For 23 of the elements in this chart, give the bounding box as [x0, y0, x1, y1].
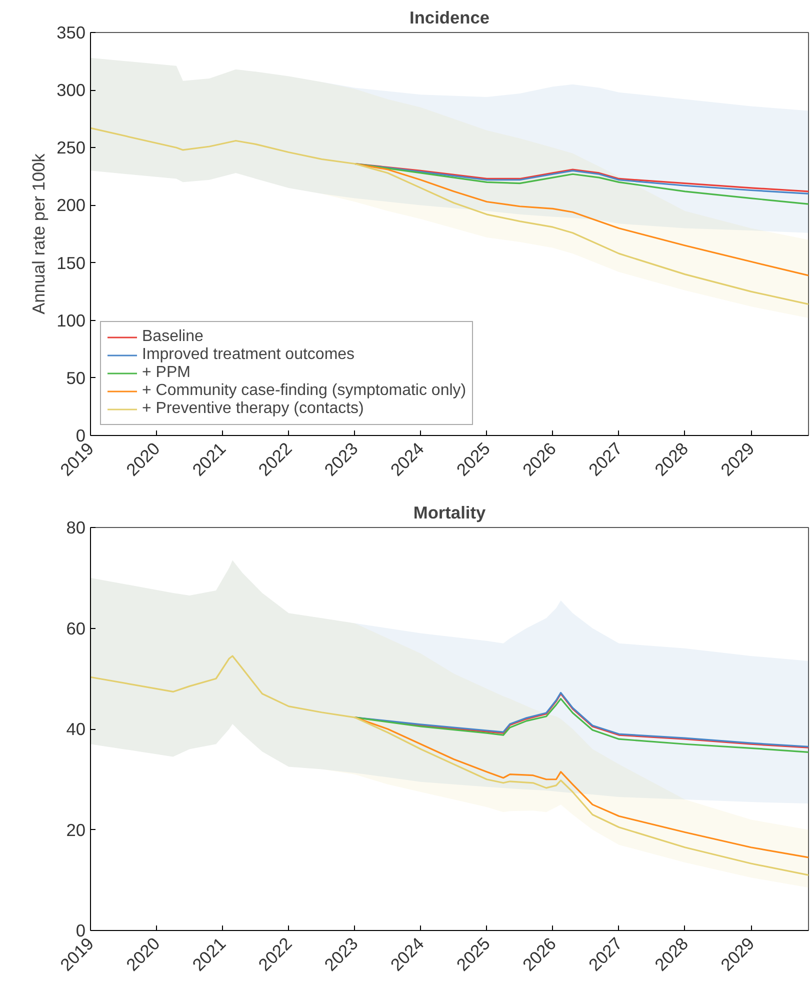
y-axis-title: Annual rate per 100k — [28, 153, 49, 314]
y-tick-label: 40 — [66, 719, 86, 739]
y-tick-label: 200 — [56, 195, 86, 216]
legend-label: Baseline — [142, 328, 204, 346]
chart-title: Incidence — [410, 8, 490, 28]
y-tick-label: 150 — [56, 252, 86, 273]
legend-label: + Preventive therapy (contacts) — [142, 400, 364, 418]
y-tick-label: 300 — [56, 80, 86, 100]
legend-label: + PPM — [142, 364, 190, 382]
line-series — [90, 127, 808, 306]
line-series — [354, 162, 808, 276]
y-tick-label: 60 — [66, 618, 86, 638]
y-tick-label: 20 — [66, 820, 86, 840]
y-tick-label: 50 — [66, 368, 86, 388]
y-tick-label: 350 — [56, 22, 86, 42]
line-series — [354, 162, 808, 205]
line-series — [90, 655, 808, 876]
y-tick-label: 100 — [56, 310, 86, 330]
legend-label: Improved treatment outcomes — [142, 346, 355, 364]
chart-title: Mortality — [413, 502, 486, 522]
y-tick-label: 250 — [56, 138, 86, 158]
y-tick-label: 80 — [66, 518, 86, 538]
legend-label: + Community case-finding (symptomatic only) — [142, 382, 466, 400]
